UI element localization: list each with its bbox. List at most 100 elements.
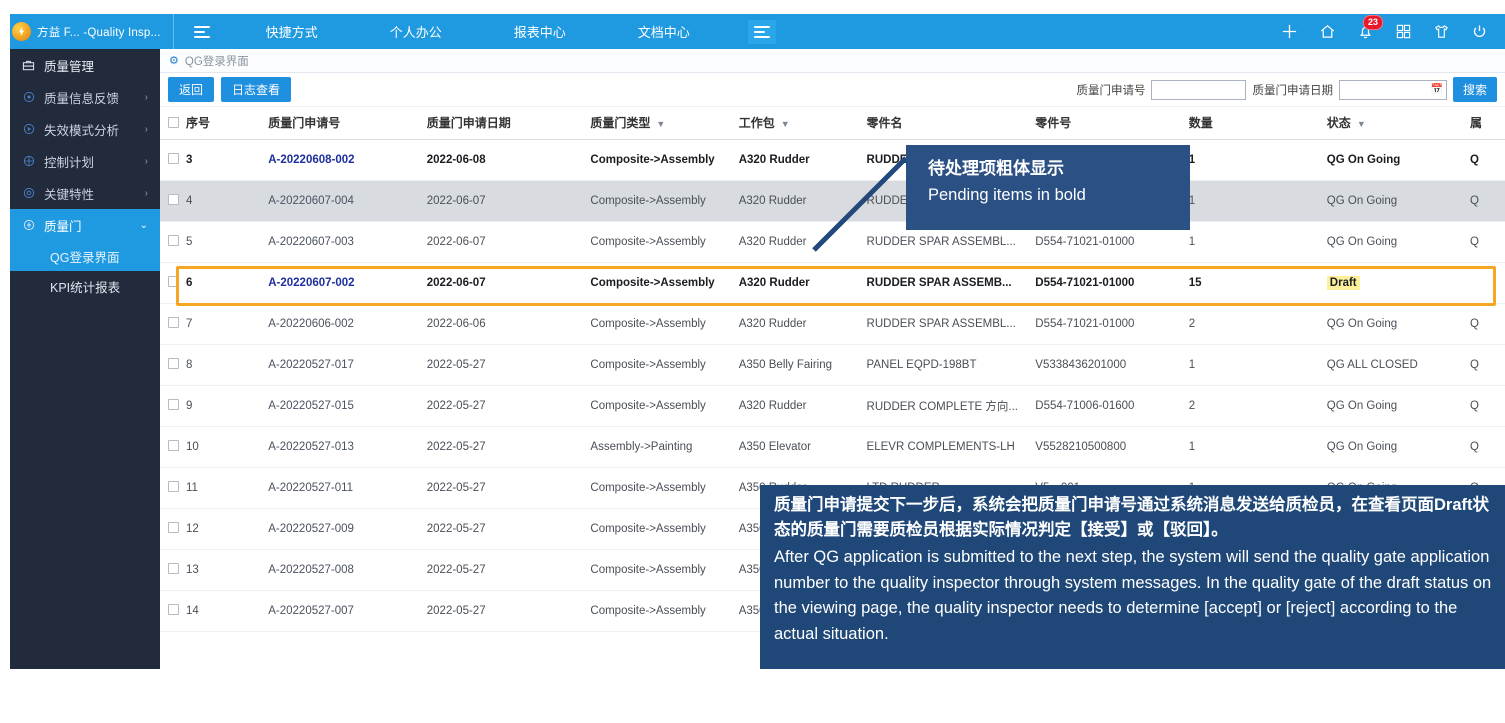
cell-seq[interactable]: 9 [160,385,261,427]
row-checkbox[interactable] [168,317,179,328]
cell-application-no[interactable]: A-20220608-002 [260,139,419,181]
select-all-checkbox[interactable] [168,117,179,129]
cell-seq[interactable]: 14 [160,590,261,632]
sidebar-item-kpi-report[interactable]: KPI统计报表 [50,280,121,295]
col-quantity[interactable]: 数量 [1180,107,1319,140]
cell-quantity: 1 [1180,426,1319,468]
row-checkbox[interactable] [168,399,179,410]
cell-application-no[interactable]: A-20220527-017 [260,344,419,386]
cell-action[interactable]: Q [1461,303,1505,345]
sidebar-toggle-button[interactable] [174,14,230,49]
col-work-package[interactable]: 工作包 ▼ [730,107,859,140]
sort-icon[interactable]: ▼ [1356,119,1366,130]
row-checkbox[interactable] [168,522,179,533]
cell-action[interactable]: Q [1461,385,1505,427]
cell-seq[interactable]: 6 [160,262,261,304]
cell-action[interactable]: Q [1461,221,1505,263]
app-logo-icon [12,22,31,41]
top-navigation: 快捷方式 个人办公 报表中心 文档中心 [230,14,776,49]
cell-application-no[interactable]: A-20220607-004 [260,180,419,222]
table-row[interactable]: 3 A-20220608-002 2022-06-08 Composite->Asse… [160,139,1505,181]
row-checkbox[interactable] [168,235,179,246]
sidebar-item-qg-login-page[interactable]: QG登录界面 [10,241,160,271]
table-row[interactable]: 4 A-20220607-004 2022-06-07 Composite->Asse… [160,180,1505,222]
cell-action[interactable] [1461,262,1505,304]
sidebar-item-control-plan[interactable]: 控制计划 › [10,145,160,177]
cell-work-package: A320 Rudder [730,385,859,427]
apps-grid-icon[interactable] [1393,22,1413,42]
cell-status: QG On Going [1318,303,1462,345]
cell-action[interactable]: Q [1461,344,1505,386]
table-row[interactable]: 8 A-20220527-017 2022-05-27 Composite->Asse… [160,344,1505,386]
cell-action[interactable]: Q [1461,426,1505,468]
cell-application-no[interactable]: A-20220607-002 [260,262,419,304]
col-status[interactable]: 状态 ▼ [1318,107,1462,140]
cell-application-no[interactable]: A-20220607-003 [260,221,419,263]
row-checkbox[interactable] [168,194,179,205]
cell-action[interactable]: Q [1461,180,1505,222]
callout-bottom-cn: 质量门申请提交下一步后，系统会把质量门申请号通过系统消息发送给质检员，在查看页面… [774,496,1490,539]
topnav-item-shortcuts[interactable]: 快捷方式 [265,25,318,40]
table-row[interactable]: 5 A-20220607-003 2022-06-07 Composite->Asse… [160,221,1505,263]
cell-application-no[interactable]: A-20220527-008 [260,549,419,591]
filter-appno-input[interactable] [1151,79,1247,100]
brand-area[interactable]: 方益 F... -Quality Insp... [0,14,174,49]
table-row[interactable]: 9 A-20220527-015 2022-05-27 Composite->Asse… [160,385,1505,427]
row-checkbox[interactable] [168,481,179,492]
cell-application-no[interactable]: A-20220527-009 [260,508,419,550]
power-icon[interactable] [1469,22,1489,42]
cell-seq[interactable]: 10 [160,426,261,468]
col-extra[interactable]: 属 [1461,107,1505,140]
plus-icon[interactable] [1279,22,1299,42]
sort-icon[interactable]: ▼ [656,119,666,130]
sort-icon[interactable]: ▼ [780,119,790,130]
sidebar-item-failure-mode-analysis[interactable]: 失效模式分析 › [10,113,160,145]
col-gate-type[interactable]: 质量门类型 ▼ [582,107,731,140]
table-row[interactable]: 6 A-20220607-002 2022-06-07 Composite->Asse… [160,262,1505,304]
col-application-date[interactable]: 质量门申请日期 [418,107,583,140]
cell-application-no[interactable]: A-20220527-011 [260,467,419,509]
filter-date-wrapper: 📅 [1338,79,1447,100]
cell-application-no[interactable]: A-20220606-002 [260,303,419,345]
topnav-item-document-center[interactable]: 文档中心 [637,25,690,40]
cell-seq[interactable]: 4 [160,180,261,222]
log-view-button[interactable]: 日志查看 [221,77,292,102]
col-application-no[interactable]: 质量门申请号 [260,107,419,140]
topnav-item-report-center[interactable]: 报表中心 [513,25,566,40]
bell-icon[interactable]: 23 [1355,14,1384,42]
row-checkbox[interactable] [168,604,179,615]
col-seq[interactable]: 序号 [160,107,261,140]
filter-date-input[interactable] [1338,79,1447,100]
table-row[interactable]: 10 A-20220527-013 2022-05-27 Assembly->Pain… [160,426,1505,468]
cell-seq[interactable]: 12 [160,508,261,550]
sidebar-item-quality-feedback[interactable]: 质量信息反馈 › [10,81,160,113]
row-checkbox[interactable] [168,563,179,574]
topnav-item-personal-office[interactable]: 个人办公 [389,25,442,40]
search-button[interactable]: 搜索 [1452,77,1497,102]
more-menu-button[interactable] [747,19,776,44]
col-part-number[interactable]: 零件号 [1027,107,1181,140]
row-checkbox[interactable] [168,440,179,451]
row-checkbox[interactable] [168,153,179,164]
cell-application-no[interactable]: A-20220527-013 [260,426,419,468]
cell-application-no[interactable]: A-20220527-015 [260,385,419,427]
row-checkbox[interactable] [168,276,179,287]
cell-seq[interactable]: 13 [160,549,261,591]
sidebar-item-quality-gate[interactable]: 质量门 ⌄ [10,209,160,241]
row-checkbox[interactable] [168,358,179,369]
theme-shirt-icon[interactable] [1431,22,1451,42]
sidebar-item-key-characteristics[interactable]: 关键特性 › [10,177,160,209]
cell-seq[interactable]: 11 [160,467,261,509]
back-button[interactable]: 返回 [168,77,215,102]
cell-application-no[interactable]: A-20220527-007 [260,590,419,632]
cell-seq[interactable]: 5 [160,221,261,263]
sidebar-label: 关键特性 [44,187,95,202]
cell-seq[interactable]: 8 [160,344,261,386]
cell-seq[interactable]: 3 [160,139,261,181]
col-part-name[interactable]: 零件名 [858,107,1028,140]
table-row[interactable]: 7 A-20220606-002 2022-06-06 Composite->Asse… [160,303,1505,345]
sidebar-item-quality-management[interactable]: 质量管理 [10,49,160,81]
cell-seq[interactable]: 7 [160,303,261,345]
cell-action[interactable]: Q [1461,139,1505,181]
home-icon[interactable] [1317,22,1337,42]
